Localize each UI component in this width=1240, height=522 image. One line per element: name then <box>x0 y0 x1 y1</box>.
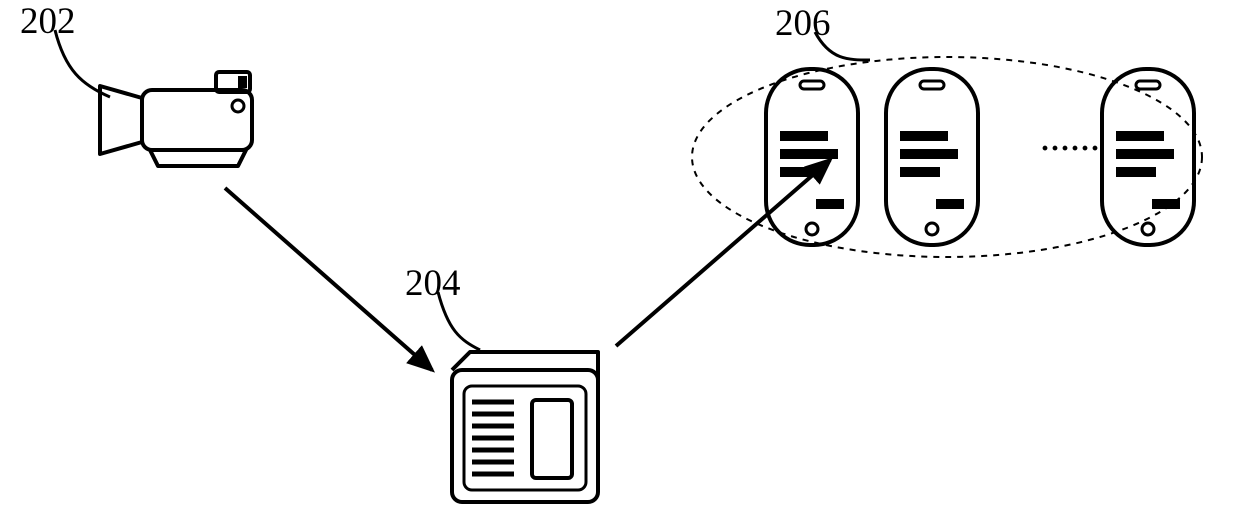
client-device-2 <box>886 69 978 245</box>
label-server: 204 <box>405 262 461 305</box>
server-node <box>440 342 610 512</box>
clients-node: ······ <box>670 42 1225 262</box>
label-camera: 202 <box>20 0 76 43</box>
client-device-1 <box>766 69 858 245</box>
label-clients: 206 <box>775 2 831 45</box>
arrow-camera-server <box>225 188 432 370</box>
camera-node <box>88 62 268 182</box>
diagram-canvas: 202 204 206 <box>0 0 1240 522</box>
clients-ellipsis: ······ <box>1040 132 1100 165</box>
